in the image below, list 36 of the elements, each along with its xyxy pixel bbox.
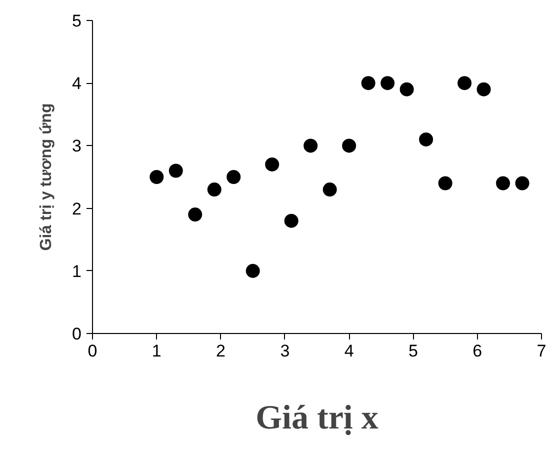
y-axis-title: Giá trị y tương ứng <box>38 103 56 251</box>
point <box>361 76 376 90</box>
y-tick-label: 0 <box>72 324 82 344</box>
point <box>265 157 280 172</box>
x-tick-label: 0 <box>88 342 98 360</box>
point <box>207 182 222 197</box>
point <box>458 76 472 90</box>
x-tick-label: 1 <box>152 342 162 360</box>
y-tick-label: 3 <box>72 136 82 156</box>
x-tick-label: 4 <box>344 342 354 360</box>
point <box>342 138 356 153</box>
point <box>476 82 491 96</box>
point <box>284 214 298 228</box>
point <box>419 132 434 146</box>
point <box>380 76 395 90</box>
x-tick-label: 7 <box>536 342 546 360</box>
y-tick-label: 1 <box>72 262 82 281</box>
point <box>496 176 510 190</box>
point <box>168 164 183 178</box>
point <box>304 138 318 153</box>
y-tick-label: 5 <box>72 12 82 30</box>
y-tick-label: 2 <box>72 199 82 218</box>
point <box>438 176 452 190</box>
y-tick-label: 4 <box>72 74 82 94</box>
x-tick-label: 3 <box>280 342 290 360</box>
point <box>226 170 241 184</box>
x-tick-label: 6 <box>472 342 482 360</box>
point <box>400 82 414 96</box>
x-tick-label: 5 <box>408 342 418 360</box>
x-tick-label: 2 <box>216 342 226 360</box>
x-axis-title: Giá trị x <box>256 400 378 436</box>
point <box>246 264 260 278</box>
point <box>188 208 202 222</box>
point <box>322 182 337 197</box>
point <box>515 176 530 190</box>
point <box>150 170 164 184</box>
